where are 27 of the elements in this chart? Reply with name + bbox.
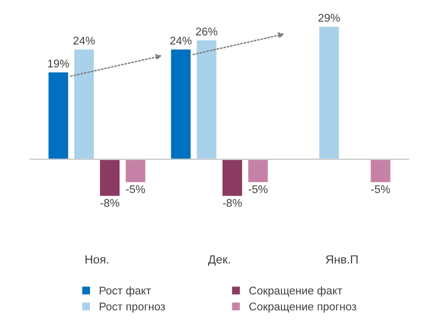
x-tick-label: Янв.П bbox=[326, 255, 358, 264]
legend-label: Сокращение прогноз bbox=[249, 302, 356, 313]
data-label: -5% bbox=[248, 185, 268, 194]
data-label: 26% bbox=[196, 28, 218, 36]
bar bbox=[48, 72, 68, 160]
data-label: 29% bbox=[318, 14, 340, 22]
data-label: -8% bbox=[222, 198, 242, 207]
legend-label: Сокращение факт bbox=[249, 286, 342, 297]
data-label: 24% bbox=[74, 36, 95, 45]
bar bbox=[74, 50, 94, 160]
legend-label: Рост прогноз bbox=[100, 302, 165, 313]
data-label: -5% bbox=[126, 185, 145, 194]
data-label: -5% bbox=[371, 185, 390, 194]
data-label: -8% bbox=[100, 198, 120, 207]
data-label: 24% bbox=[170, 36, 192, 45]
x-tick-label: Дек. bbox=[208, 255, 230, 266]
legend-label: Рост факт bbox=[100, 286, 151, 297]
bar bbox=[126, 159, 146, 182]
bar bbox=[222, 159, 242, 196]
bar bbox=[319, 26, 339, 160]
bar bbox=[196, 40, 216, 160]
bar bbox=[370, 159, 390, 182]
bar bbox=[248, 159, 268, 182]
bar bbox=[100, 159, 120, 196]
x-tick-label: Ноя. bbox=[86, 255, 108, 264]
bar bbox=[171, 50, 191, 160]
data-label: 19% bbox=[48, 60, 70, 68]
